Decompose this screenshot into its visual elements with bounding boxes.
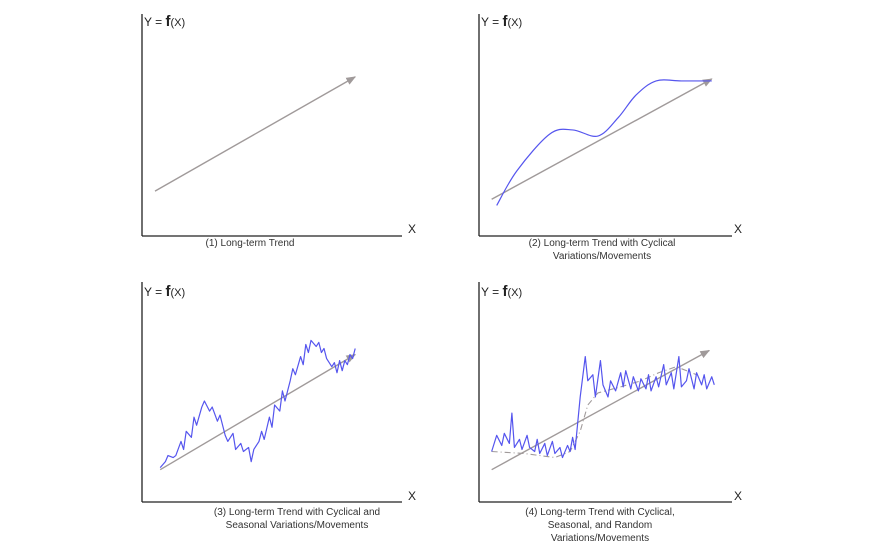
y-axis-label: Y = f(X) bbox=[144, 13, 186, 30]
y-axis-label: Y = f(X) bbox=[481, 13, 523, 30]
x-axis-label: X bbox=[408, 489, 417, 503]
series-line bbox=[159, 339, 356, 469]
y-axis-label: Y = f(X) bbox=[481, 283, 523, 300]
series-line bbox=[491, 355, 715, 459]
plot-area bbox=[478, 14, 732, 237]
x-axis-label: X bbox=[408, 222, 417, 236]
x-axis-label: X bbox=[734, 489, 743, 503]
plot-area bbox=[141, 14, 402, 237]
trend-line bbox=[159, 353, 357, 471]
panel-caption: (3) Long-term Trend with Cyclical and Se… bbox=[213, 507, 381, 531]
y-axis-label: Y = f(X) bbox=[144, 283, 186, 300]
panel-1: Y = f(X) X (1) Long-term Trend bbox=[0, 0, 450, 277]
panel-caption: (2) Long-term Trend with Cyclical Variat… bbox=[528, 238, 676, 262]
trend-line bbox=[491, 349, 711, 471]
plot-area bbox=[141, 282, 402, 503]
series-line bbox=[496, 79, 712, 206]
x-axis-label: X bbox=[734, 222, 743, 236]
trend-line bbox=[154, 76, 357, 192]
panel-3: Y = f(X) X (3) Long-term Trend with Cycl… bbox=[141, 282, 417, 531]
panel-caption: (4) Long-term Trend with Cyclical, Seaso… bbox=[525, 507, 675, 544]
panel-2: Y = f(X) X (2) Long-term Trend with Cycl… bbox=[478, 13, 743, 262]
trend-line bbox=[491, 78, 713, 200]
panel-caption: (1) Long-term Trend bbox=[205, 238, 295, 249]
